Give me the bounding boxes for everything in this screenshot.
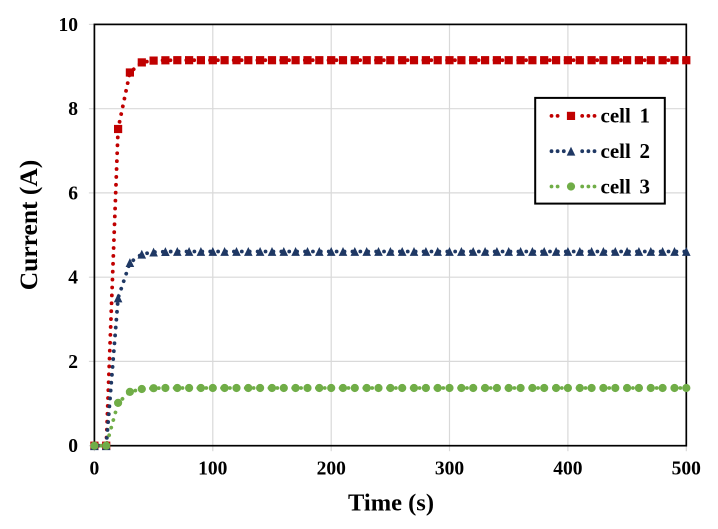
svg-text:6: 6	[68, 183, 78, 204]
svg-text:200: 200	[317, 459, 346, 480]
svg-text:8: 8	[68, 99, 78, 120]
svg-text:300: 300	[435, 459, 464, 480]
svg-text:4: 4	[68, 268, 78, 289]
svg-text:500: 500	[672, 459, 701, 480]
svg-text:Current (A): Current (A)	[14, 160, 43, 291]
svg-text:0: 0	[90, 459, 100, 480]
svg-text:Time (s): Time (s)	[348, 490, 434, 517]
svg-text:cell 2: cell 2	[601, 139, 651, 163]
svg-text:cell 3: cell 3	[601, 174, 651, 198]
svg-text:2: 2	[68, 352, 78, 373]
svg-text:400: 400	[553, 459, 582, 480]
svg-text:10: 10	[59, 15, 79, 36]
svg-text:cell 1: cell 1	[601, 104, 651, 128]
svg-text:0: 0	[68, 436, 78, 457]
svg-text:100: 100	[198, 459, 227, 480]
